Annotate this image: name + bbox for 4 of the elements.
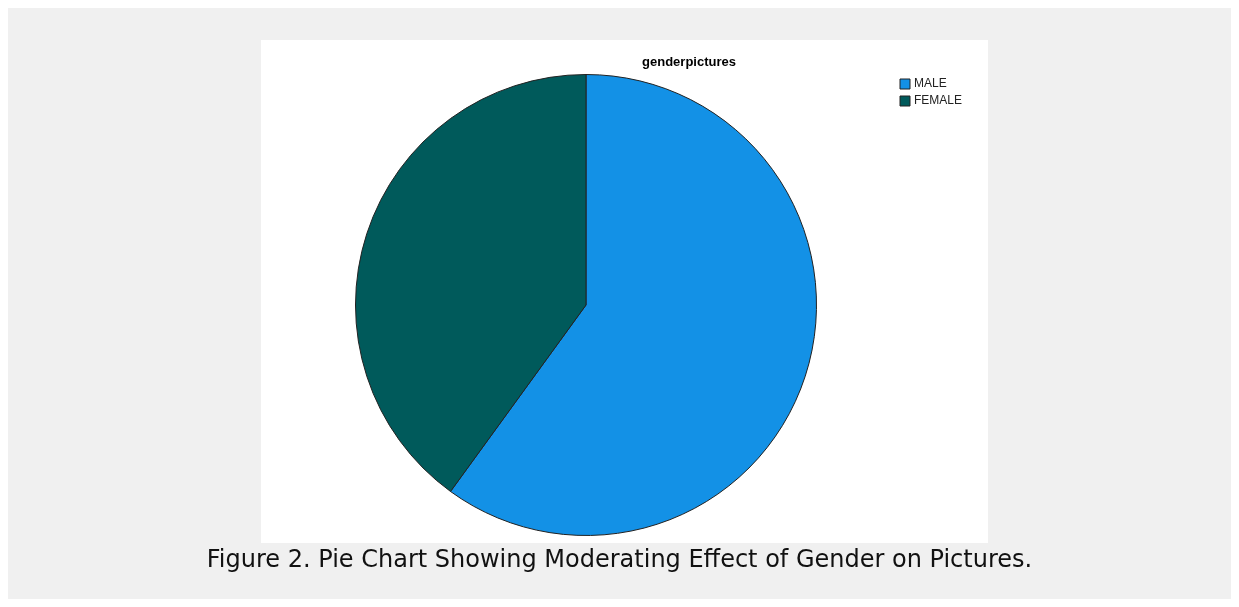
legend-label: FEMALE [914, 93, 963, 108]
chart-title: genderpictures [642, 53, 736, 69]
legend-label: MALE [914, 76, 947, 91]
caption: Figure 2. Pie Chart Showing Moderating Effect of Gender on Pictures. [205, 545, 1034, 573]
